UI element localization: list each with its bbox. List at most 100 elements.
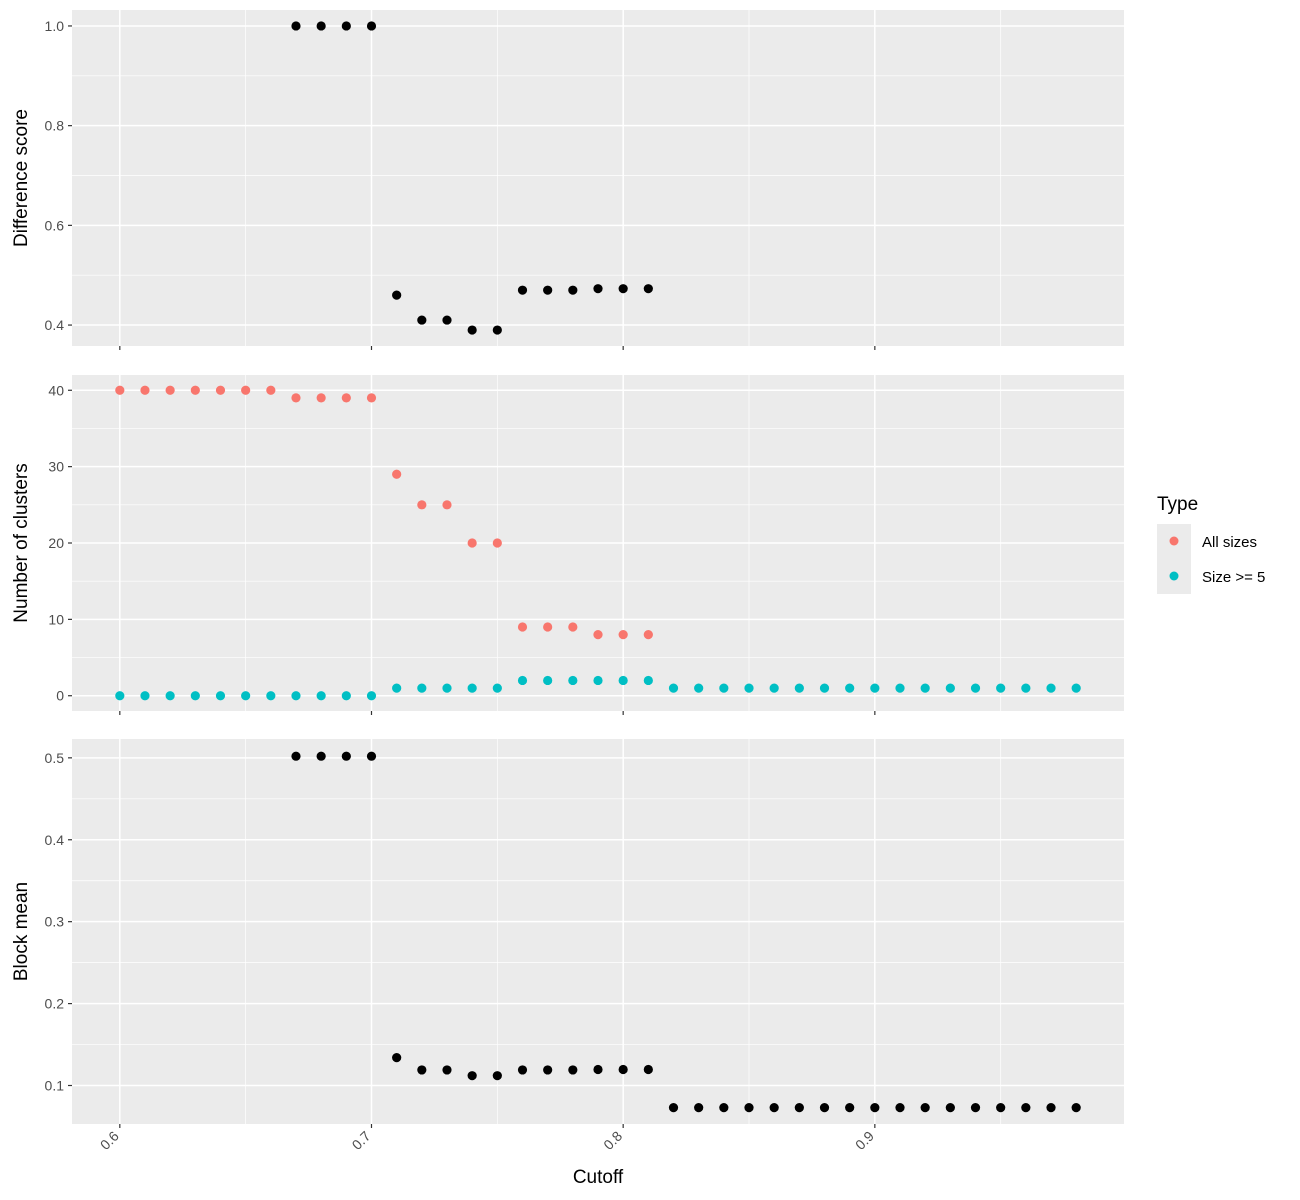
data-point: [115, 385, 125, 395]
data-point: [442, 315, 452, 325]
y-tick-label: 40: [48, 382, 64, 398]
data-point: [366, 751, 377, 761]
y-axis-title: Block mean: [11, 882, 32, 981]
data-point: [190, 385, 200, 395]
y-tick-label: 0.8: [45, 118, 65, 134]
data-point: [241, 385, 251, 395]
data-point: [1046, 1103, 1056, 1113]
data-point: [970, 683, 981, 693]
y-tick-label: 0.4: [45, 832, 65, 848]
y-tick-label: 30: [48, 459, 64, 475]
data-point: [266, 691, 276, 701]
data-point: [744, 683, 754, 693]
data-point: [291, 691, 301, 701]
data-point: [694, 1103, 704, 1113]
panel-background: [72, 739, 1124, 1124]
data-point: [1071, 1103, 1081, 1113]
data-point: [467, 325, 477, 335]
data-point: [895, 1103, 905, 1113]
data-point: [543, 675, 553, 686]
data-point: [593, 675, 603, 686]
data-point: [190, 691, 200, 701]
data-point: [316, 393, 326, 403]
data-point: [215, 385, 226, 395]
x-tick-label: 0.6: [97, 1128, 122, 1153]
data-point: [341, 393, 351, 403]
data-point: [392, 290, 402, 300]
y-tick-label: 0.4: [45, 317, 65, 333]
data-point: [643, 675, 653, 686]
legend-key-background: [1157, 524, 1191, 594]
data-point: [492, 683, 502, 693]
data-point: [115, 691, 125, 701]
data-point: [467, 538, 477, 548]
data-point: [996, 1103, 1006, 1113]
data-point: [291, 393, 301, 403]
data-point: [970, 1103, 981, 1113]
y-tick-label: 0.6: [45, 217, 65, 233]
data-point: [392, 469, 402, 479]
data-point: [140, 385, 150, 395]
data-point: [618, 284, 628, 294]
data-point: [492, 325, 502, 335]
y-tick-label: 0: [56, 688, 64, 704]
data-point: [165, 691, 175, 701]
data-point: [266, 385, 276, 395]
x-axis-title: Cutoff: [573, 1167, 624, 1188]
data-point: [341, 751, 351, 761]
data-point: [945, 1103, 955, 1113]
data-point: [568, 285, 578, 295]
data-point: [492, 538, 502, 548]
y-tick-label: 0.5: [45, 750, 65, 766]
data-point: [568, 675, 578, 686]
data-point: [819, 1103, 830, 1113]
data-point: [543, 1065, 553, 1075]
data-point: [794, 683, 804, 693]
data-point: [618, 1064, 628, 1075]
data-point: [668, 683, 679, 693]
data-point: [417, 683, 427, 693]
data-point: [895, 683, 905, 693]
data-point: [341, 691, 351, 701]
data-point: [744, 1103, 754, 1113]
data-point: [543, 622, 553, 632]
data-point: [794, 1103, 804, 1113]
data-point: [643, 630, 653, 640]
data-point: [291, 751, 301, 761]
data-point: [392, 1053, 402, 1063]
data-point: [945, 683, 955, 693]
data-point: [870, 1103, 880, 1113]
data-point: [1046, 683, 1056, 693]
data-point: [417, 1065, 427, 1075]
y-tick-label: 0.2: [45, 996, 65, 1012]
y-axis-title: Number of clusters: [11, 463, 32, 622]
legend-key-all-sizes: [1169, 536, 1179, 546]
data-point: [165, 385, 175, 395]
x-tick-label: 0.7: [349, 1128, 374, 1153]
data-point: [845, 1103, 855, 1113]
x-tick-label: 0.8: [600, 1128, 625, 1153]
legend-key-size-ge-5: [1169, 571, 1179, 581]
data-point: [870, 683, 880, 693]
data-point: [442, 500, 452, 510]
data-point: [467, 1071, 477, 1081]
y-tick-label: 0.1: [45, 1078, 65, 1094]
data-point: [568, 1065, 578, 1075]
data-point: [819, 683, 830, 693]
panel-2: 0 10 20 30 40 Number of clusters: [11, 375, 1124, 715]
data-point: [668, 1103, 679, 1113]
data-point: [366, 691, 377, 701]
data-point: [694, 683, 704, 693]
data-point: [920, 683, 930, 693]
data-point: [1021, 683, 1031, 693]
data-point: [517, 622, 528, 632]
legend-title: Type: [1157, 494, 1198, 515]
data-point: [316, 21, 326, 31]
data-point: [291, 21, 301, 31]
data-point: [1071, 683, 1081, 693]
data-point: [341, 21, 351, 31]
legend-label-size-ge-5: Size >= 5: [1202, 569, 1265, 586]
data-point: [316, 691, 326, 701]
data-point: [543, 285, 553, 295]
data-point: [568, 622, 578, 632]
